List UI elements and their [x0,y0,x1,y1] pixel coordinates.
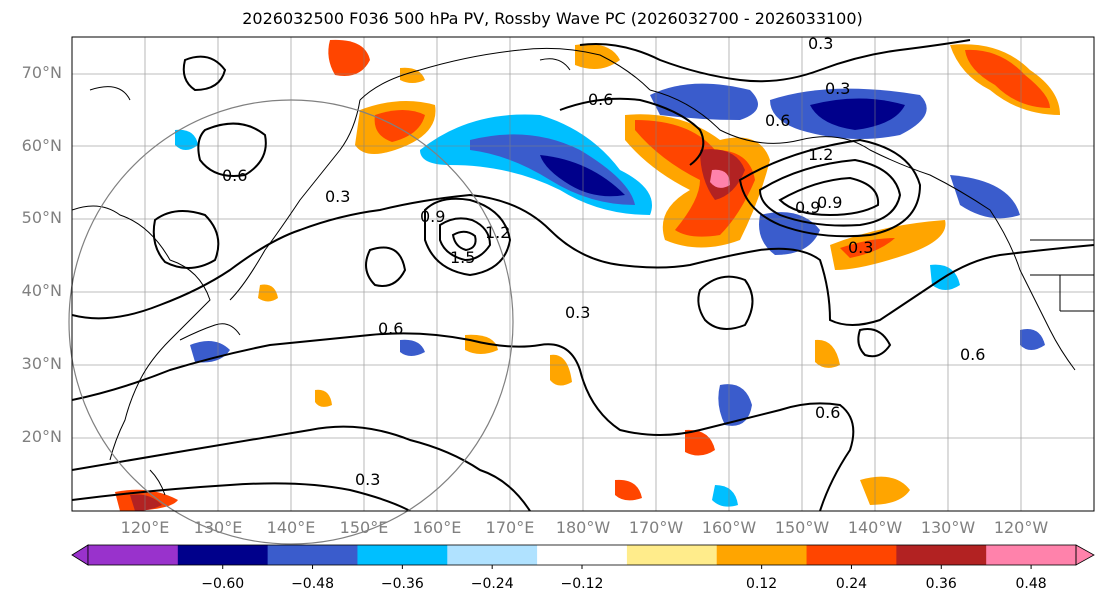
contour-label: 0.3 [565,303,590,322]
map-frame [71,36,1095,512]
colorbar-tick-label: −0.12 [560,576,604,592]
pos-anomaly-bering-mid [635,120,755,237]
neg-anomaly-small-4 [712,485,738,507]
lat-label: 50°N [21,208,62,227]
colorbar-tick-label: 0.48 [1015,576,1047,592]
colorbar-tick-label: 0.12 [746,576,778,592]
contour-label: 0.6 [960,345,985,364]
lon-label: 170°W [628,518,684,537]
pos-anomaly-ne-pacific [830,220,946,270]
colorbar-tick-label: 0.60 [1091,576,1105,592]
pos-anomaly-small-6 [615,479,642,501]
contour-label: 1.5 [450,248,475,267]
pos-anomaly-top-2-core [965,49,1050,108]
pos-anomaly-small-2 [465,334,498,354]
contour-label: 0.9 [420,207,445,226]
pos-anomaly-small-7 [860,476,910,505]
pos-anomaly-small-11 [315,389,332,407]
neg-anomaly-small-3 [400,339,425,356]
map-title: 2026032500 F036 500 hPa PV, Rossby Wave … [242,9,863,28]
pv-contours-thin [89,58,571,101]
anomaly-fills [115,39,1060,511]
colorbar-tick-label: −0.24 [470,576,514,592]
contour-label: 0.9 [817,193,842,212]
colorbar-tick-label: 0.36 [925,576,957,592]
contour-label: 0.6 [222,166,247,185]
contour-label: 0.9 [795,198,820,217]
lon-label: 120°W [993,518,1049,537]
pos-anomaly-nw-core [374,110,425,142]
neg-anomaly-hawaii [718,384,752,426]
lon-label: 150°E [339,518,389,537]
range-ring [68,99,514,545]
pos-anomaly-small-10 [400,67,425,83]
neg-anomaly-small-5 [1020,329,1045,350]
contour-label: 0.6 [765,111,790,130]
lon-label: 170°E [485,518,535,537]
pos-anomaly-small-9 [130,494,162,511]
neg-anomaly-kamchatka-max [540,155,625,197]
lat-label: 40°N [21,281,62,300]
contour-label: 0.3 [325,187,350,206]
neg-anomaly-bering [650,83,758,120]
contour-label: 0.3 [355,470,380,489]
pos-anomaly-small-5 [815,339,840,368]
pos-anomaly-top-1 [575,44,620,69]
pos-anomaly-bering-max [710,169,730,188]
gridlines [72,37,1094,511]
lon-label: 160°W [701,518,757,537]
pos-anomaly-small-4 [685,429,715,456]
colorbar-tick-label: 0.24 [835,576,868,592]
neg-anomaly-bc [950,175,1020,219]
contour-label: 0.6 [588,90,613,109]
lat-label: 30°N [21,354,62,373]
coastlines [72,47,1094,496]
contour-label: 1.2 [485,223,510,242]
neg-anomaly-gulf-alaska-core [810,98,905,130]
pos-anomaly-top-left [328,39,370,76]
lon-label: 130°E [193,518,243,537]
pos-anomaly-small-1 [258,284,278,302]
lon-label: 140°E [266,518,316,537]
colorbar-tick-label: −0.60 [201,576,245,592]
lon-label: 150°W [774,518,830,537]
contour-label: 1.2 [808,145,833,164]
contour-label: 0.6 [815,403,840,422]
contour-labels: 0.3 0.6 0.9 1.2 1.5 0.3 0.6 0.3 0.6 0.9 … [222,34,985,489]
contour-label: 0.6 [378,319,403,338]
pos-anomaly-small-3 [550,354,572,386]
lat-label: 20°N [21,427,62,446]
pos-anomaly-ne-pacific-core [840,238,895,258]
contour-label: 0.3 [848,238,873,257]
neg-anomaly-small-1 [175,129,198,150]
lon-label: 140°W [847,518,903,537]
colorbar-tick-label: −0.36 [380,576,424,592]
lat-label: 60°N [21,136,62,155]
contour-label: 0.3 [825,79,850,98]
pv-contours [72,39,1094,511]
lon-label: 160°E [412,518,462,537]
contour-label: 0.3 [808,34,833,53]
lat-label: 70°N [21,63,62,82]
lon-label: 130°W [920,518,976,537]
lon-label: 120°E [120,518,170,537]
colorbar-tick-label: −0.48 [291,576,334,592]
lon-label: 180°W [555,518,611,537]
